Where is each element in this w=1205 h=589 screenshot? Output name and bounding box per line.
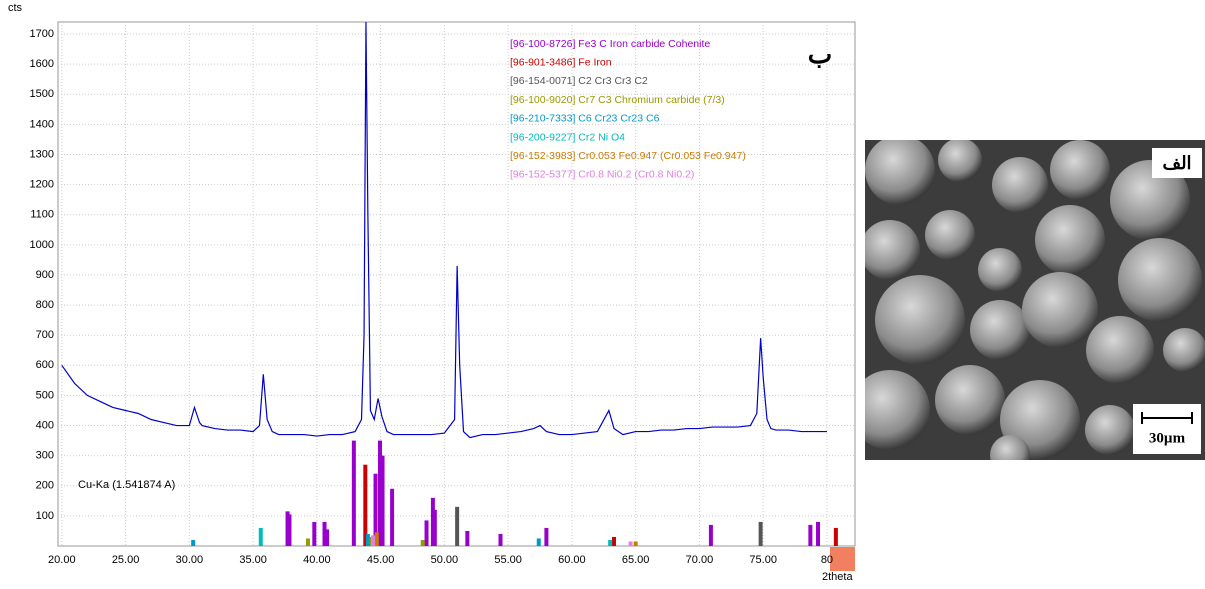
reference-peak: [370, 535, 375, 546]
y-unit: cts: [8, 2, 23, 14]
y-tick-label: 1000: [30, 239, 54, 251]
y-tick-label: 900: [36, 269, 54, 281]
y-tick-label: 400: [36, 419, 54, 431]
reference-peak: [833, 527, 838, 546]
reference-peak: [808, 524, 813, 546]
reference-peak: [258, 527, 263, 546]
annotation: Cu-Ka (1.541874 A): [78, 479, 175, 491]
legend-entry: [96-901-3486] Fe Iron: [510, 56, 612, 68]
reference-peak: [708, 524, 713, 546]
reference-peak: [365, 533, 370, 546]
reference-peak: [380, 455, 385, 546]
panel-label: ب: [808, 39, 832, 69]
reference-peak: [390, 488, 395, 546]
reference-peak: [374, 532, 379, 546]
plot-marks: [61, 22, 838, 546]
y-tick-label: 600: [36, 359, 54, 371]
reference-peak: [432, 509, 437, 546]
y-tick-label: 1500: [30, 88, 54, 100]
x-tick-label: 55.00: [494, 554, 522, 566]
reference-peak: [758, 521, 763, 546]
x-tick-label: 65.00: [622, 554, 650, 566]
reference-peak: [322, 521, 327, 546]
y-tick-label: 1100: [30, 209, 54, 221]
x-tick-label: 50.00: [431, 554, 459, 566]
legend-entry: [96-152-3983] Cr0.053 Fe0.947 (Cr0.053 F…: [510, 150, 746, 162]
reference-peak: [465, 530, 470, 546]
legend-entry: [96-100-9020] Cr7 C3 Chromium carbide (7…: [510, 94, 725, 106]
y-tick-label: 1700: [30, 28, 54, 40]
image-label: الف: [1162, 153, 1191, 174]
legend-entry: [96-100-8726] Fe3 C Iron carbide Cohenit…: [510, 38, 710, 50]
y-tick-label: 1200: [30, 179, 54, 191]
reference-peak: [498, 533, 503, 546]
y-tick-label: 700: [36, 329, 54, 341]
x-tick-label: 30.00: [176, 554, 204, 566]
reference-peak: [608, 539, 613, 546]
reference-peak: [816, 521, 821, 546]
x-tick-label: 35.00: [239, 554, 267, 566]
reference-peak: [351, 440, 356, 546]
y-tick-label: 100: [36, 510, 54, 522]
reference-peak: [325, 529, 330, 546]
reference-peak: [420, 539, 425, 546]
x-tick-label: 25.00: [112, 554, 140, 566]
y-tick-label: 800: [36, 299, 54, 311]
reference-peak: [191, 539, 196, 546]
legend-entry: [96-200-9227] Cr2 Ni O4: [510, 131, 625, 143]
x-tick-label: 40.00: [303, 554, 331, 566]
legend-entry: [96-152-5377] Cr0.8 Ni0.2 (Cr0.8 Ni0.2): [510, 169, 694, 181]
y-tick-label: 300: [36, 450, 54, 462]
y-tick-label: 200: [36, 480, 54, 492]
legend-entry: [96-210-7333] C6 Cr23 Cr23 C6: [510, 113, 660, 125]
scale-bar-label: 30µm: [1149, 430, 1186, 446]
reference-peak: [544, 527, 549, 546]
x-axis-label: 2theta: [822, 571, 853, 583]
reference-peak: [312, 521, 317, 546]
diffraction-line: [61, 22, 827, 439]
y-tick-label: 500: [36, 389, 54, 401]
reference-peak: [628, 541, 633, 546]
axis-corner: [830, 547, 855, 571]
reference-peak: [363, 464, 368, 546]
x-tick-label: 75.00: [749, 554, 777, 566]
y-tick-label: 1600: [30, 58, 54, 70]
legend-entry: [96-154-0071] C2 Cr3 Cr3 C2: [510, 75, 648, 87]
y-tick-label: 1400: [30, 118, 54, 130]
reference-peak: [455, 506, 460, 546]
x-tick-label: 60.00: [558, 554, 586, 566]
x-tick-label: 20.00: [48, 554, 76, 566]
x-tick-label: 70.00: [686, 554, 714, 566]
x-tick-label: 45.00: [367, 554, 395, 566]
reference-peak: [536, 538, 541, 546]
reference-peak: [424, 520, 429, 546]
x-tick-label: 80: [821, 554, 833, 566]
sem-image: [865, 140, 1205, 460]
reference-peak: [377, 440, 382, 546]
reference-peak: [611, 536, 616, 546]
reference-peak: [373, 473, 378, 546]
reference-peak: [633, 541, 638, 546]
y-tick-label: 1300: [30, 148, 54, 160]
reference-peak: [287, 514, 292, 546]
reference-peak: [305, 538, 310, 546]
